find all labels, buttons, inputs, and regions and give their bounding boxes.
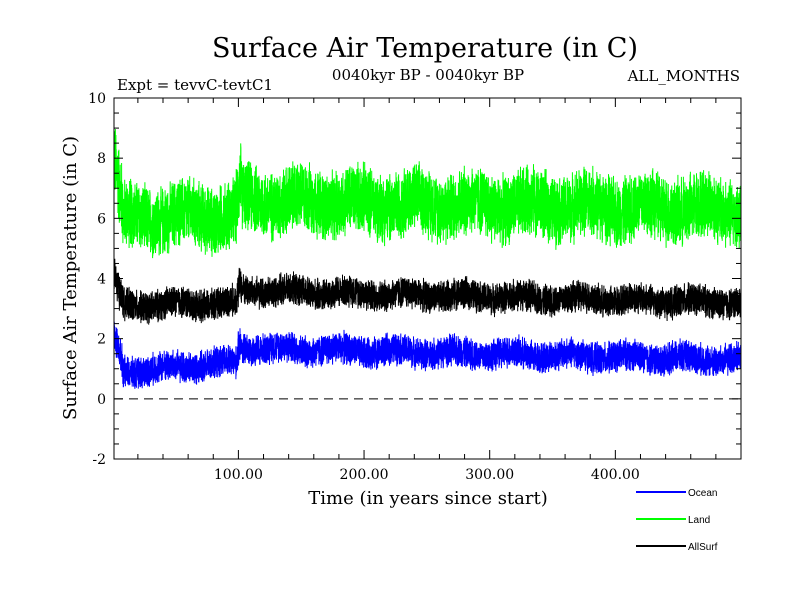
x-tick-label: 200.00: [340, 467, 389, 483]
data-layer: [114, 128, 741, 400]
y-axis-label: Surface Air Temperature (in C): [60, 136, 81, 420]
y-tick-label: 0: [97, 392, 106, 408]
y-tick-label: 2: [97, 332, 106, 348]
series-line-ocean: [114, 321, 741, 389]
y-tick-label: 10: [88, 91, 106, 107]
x-tick-label: 400.00: [591, 467, 640, 483]
y-tick-label: 6: [97, 211, 106, 227]
series-line-land: [114, 128, 741, 259]
legend-label-ocean: Ocean: [688, 488, 717, 499]
series-line-allsurf: [114, 258, 741, 325]
x-axis-label: Time (in years since start): [308, 488, 548, 509]
chart-subtitle-left: Expt = tevvC-tevtC1: [117, 76, 273, 94]
x-tick-label: 100.00: [214, 467, 263, 483]
y-tick-label: 4: [97, 272, 106, 288]
x-tick-label: 300.00: [465, 467, 514, 483]
y-tick-label: -2: [92, 452, 106, 468]
legend: Ocean Land AllSurf: [636, 488, 718, 553]
axes-frame: -2 0 2 4 6 8 10 100.00 200.00 300.00 400.00: [88, 91, 742, 483]
y-tick-label: 8: [97, 151, 106, 167]
chart-subtitle-center: 0040kyr BP - 0040kyr BP: [332, 66, 524, 84]
legend-label-land: Land: [688, 515, 710, 526]
plot-frame: [113, 97, 742, 460]
chart-title: Surface Air Temperature (in C): [212, 33, 638, 64]
chart-subtitle-right: ALL_MONTHS: [627, 67, 740, 85]
legend-label-allsurf: AllSurf: [688, 542, 718, 553]
